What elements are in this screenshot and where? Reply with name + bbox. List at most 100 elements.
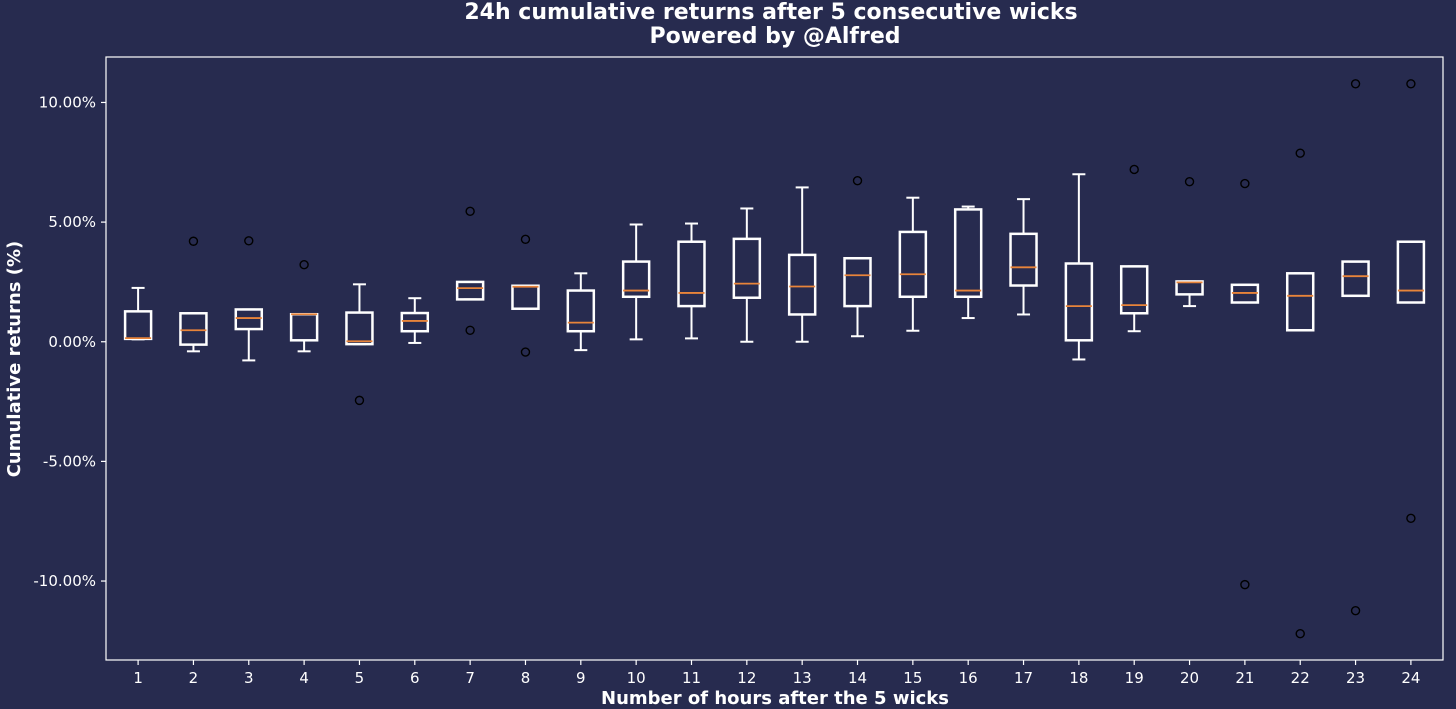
plot-frame	[105, 56, 1444, 661]
box-group	[1341, 79, 1370, 616]
x-tick-label: 15	[903, 669, 922, 687]
box-iqr	[179, 312, 208, 346]
y-tick-label: 5.00%	[48, 213, 96, 231]
box-group	[621, 223, 651, 341]
x-tick-label: 4	[299, 669, 309, 687]
box-iqr	[566, 289, 596, 333]
x-tick-label: 17	[1014, 669, 1033, 687]
box-iqr	[345, 311, 374, 346]
y-tick-label: -5.00%	[43, 452, 96, 470]
flier-point	[188, 236, 199, 246]
flier-point	[1184, 176, 1195, 187]
box-group	[234, 236, 264, 362]
x-tick-label: 23	[1346, 669, 1365, 687]
box-iqr	[455, 280, 485, 301]
x-tick-label: 18	[1069, 669, 1088, 687]
box-group	[1064, 173, 1094, 361]
x-tick-label: 22	[1291, 669, 1310, 687]
x-tick-label: 8	[521, 669, 531, 687]
box-iqr	[621, 260, 651, 299]
flier-point	[1295, 148, 1305, 158]
box-group	[1230, 178, 1260, 590]
box-iqr	[732, 237, 762, 299]
x-axis: 1 2 3 4 5 6 7 8 9 10 11 12 13 14 15 16 17 18 19 20 21 22 23 24	[133, 660, 1420, 687]
box-group	[677, 222, 706, 340]
y-axis: -10.00% -5.00% 0.00% 5.00% 10.00%	[33, 93, 106, 590]
flier-point	[1350, 606, 1361, 616]
x-tick-label: 24	[1401, 669, 1420, 687]
flier-point	[852, 176, 863, 186]
box-iqr	[234, 308, 264, 331]
box-iqr	[1009, 232, 1038, 287]
box-group	[455, 206, 485, 335]
box-iqr	[1175, 280, 1204, 296]
chart-title: 24h cumulative returns after 5 consecuti…	[464, 0, 1077, 25]
box-iqr	[787, 253, 817, 316]
chart-subtitle: Powered by @Alfred	[649, 24, 900, 49]
box-group	[566, 272, 596, 352]
flier-point	[465, 325, 475, 335]
flier-point	[520, 347, 531, 357]
box-iqr	[1341, 260, 1370, 298]
x-tick-label: 16	[959, 669, 978, 687]
box-iqr	[289, 312, 319, 342]
x-axis-label: Number of hours after the 5 wicks	[601, 688, 949, 709]
flier-point	[1240, 178, 1250, 189]
x-tick-label: 14	[848, 669, 867, 687]
x-tick-label: 20	[1180, 669, 1199, 687]
box-group	[898, 196, 928, 332]
box-iqr	[843, 256, 872, 308]
x-tick-label: 7	[465, 669, 475, 687]
x-tick-label: 11	[682, 669, 701, 687]
flier-point	[244, 236, 254, 246]
box-iqr	[898, 230, 928, 299]
flier-point	[299, 260, 309, 270]
flier-point	[465, 206, 475, 217]
flier-point	[1406, 513, 1416, 524]
box-group	[843, 176, 872, 338]
box-group	[1175, 176, 1204, 308]
flier-point	[1350, 79, 1361, 89]
x-tick-label: 19	[1125, 669, 1144, 687]
box-group	[345, 283, 374, 406]
y-tick-label: -10.00%	[33, 572, 96, 590]
x-tick-label: 6	[410, 669, 420, 687]
box-group	[1009, 198, 1038, 316]
x-tick-label: 10	[627, 669, 646, 687]
box-group	[511, 234, 540, 357]
box-iqr	[511, 284, 540, 310]
x-tick-label: 3	[244, 669, 254, 687]
flier-point	[354, 395, 365, 406]
box-iqr	[400, 311, 430, 333]
box-group	[732, 207, 762, 343]
box-iqr	[123, 310, 153, 341]
box-group	[1119, 164, 1149, 333]
flier-point	[1295, 628, 1305, 639]
y-tick-label: 0.00%	[48, 333, 96, 351]
box-group	[123, 286, 153, 341]
x-tick-label: 12	[737, 669, 756, 687]
box-group	[179, 236, 208, 353]
x-tick-label: 1	[133, 669, 143, 687]
box-iqr	[1119, 265, 1149, 315]
box-group	[289, 260, 319, 353]
y-tick-label: 10.00%	[39, 93, 96, 111]
flier-point	[1406, 79, 1416, 89]
box-iqr	[1064, 262, 1094, 342]
box-iqr	[953, 208, 983, 299]
box-group	[953, 205, 983, 320]
x-tick-label: 5	[355, 669, 365, 687]
y-axis-label: Cumulative returns (%)	[4, 241, 25, 478]
x-tick-label: 13	[793, 669, 812, 687]
box-group	[400, 297, 430, 344]
flier-point	[520, 234, 531, 245]
flier-point	[1129, 164, 1139, 175]
box-group	[1396, 79, 1426, 524]
box-iqr	[677, 240, 706, 308]
box-iqr	[1396, 240, 1426, 304]
x-tick-label: 9	[576, 669, 586, 687]
x-tick-label: 2	[189, 669, 199, 687]
box-group	[1285, 148, 1315, 639]
boxes-layer	[123, 79, 1426, 639]
x-tick-label: 21	[1235, 669, 1254, 687]
